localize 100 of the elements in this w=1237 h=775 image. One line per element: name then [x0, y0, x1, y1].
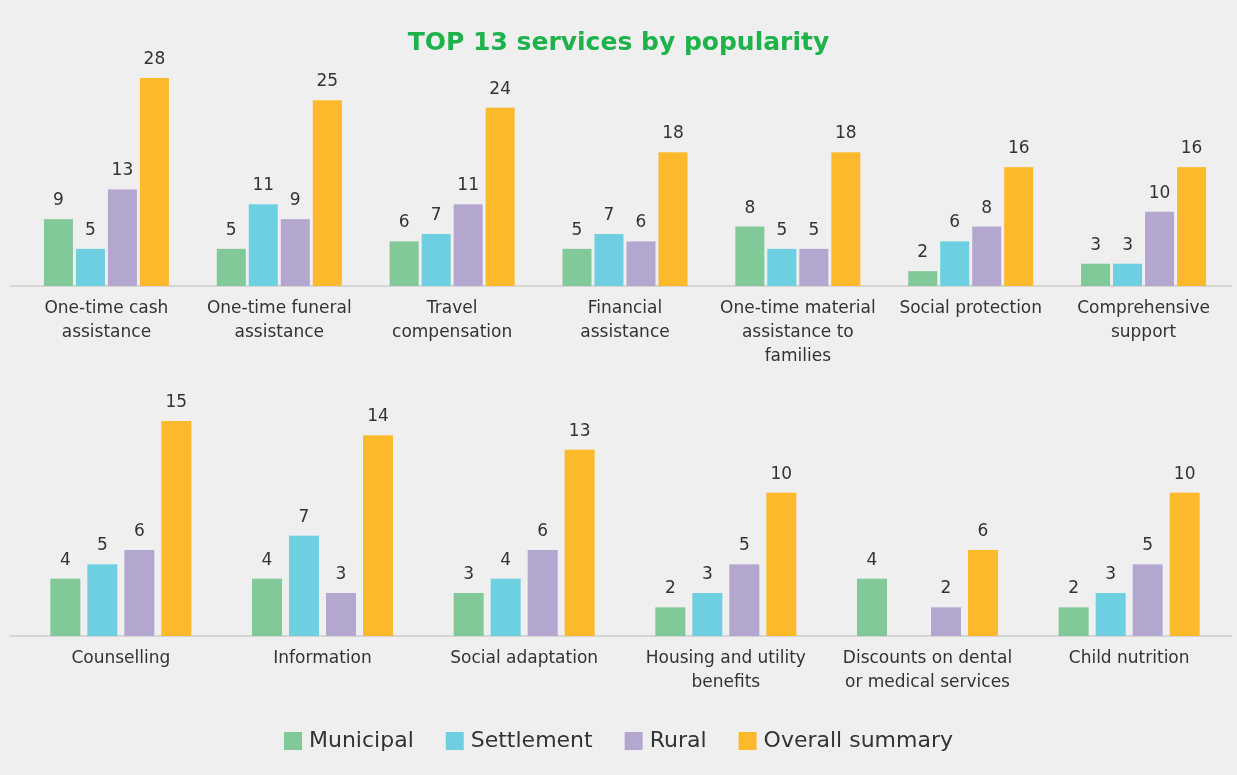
data-label: 5: [96, 534, 108, 555]
bar: [767, 248, 797, 286]
bar: [216, 248, 246, 286]
data-label: 14: [367, 405, 389, 426]
bar: [594, 234, 624, 286]
legend-label: Settlement: [470, 727, 594, 752]
x-tick-label: Social adaptation: [450, 647, 599, 667]
data-label: 6: [635, 211, 647, 232]
bar: [564, 449, 595, 636]
data-label: 6: [977, 520, 989, 540]
bar: [562, 248, 592, 286]
bar: [655, 607, 686, 636]
bar: [972, 226, 1002, 286]
bar: [908, 271, 938, 286]
data-label: 7: [298, 505, 310, 526]
bar: [692, 593, 723, 636]
bar: [139, 78, 169, 286]
data-label: 10: [1173, 462, 1196, 483]
data-label: 3: [1105, 563, 1117, 583]
data-label: 3: [335, 563, 347, 583]
data-label: 2: [940, 577, 952, 598]
bar: [940, 241, 970, 286]
data-label: 4: [500, 548, 512, 569]
data-label: 18: [835, 122, 857, 143]
data-label: 6: [398, 211, 410, 232]
data-label: 6: [537, 520, 549, 540]
bar: [1132, 564, 1163, 636]
data-label: 3: [1090, 233, 1101, 254]
data-label: 18: [662, 122, 684, 143]
bar: [527, 550, 558, 636]
bar: [248, 204, 278, 286]
data-label: 9: [289, 189, 301, 210]
data-label: 5: [1142, 534, 1154, 555]
bar: [124, 550, 155, 636]
bar: [1177, 167, 1207, 286]
x-tick-label: Financial assistance: [580, 297, 670, 341]
x-tick-label: One-time cash assistance: [44, 297, 169, 341]
bar: [1113, 263, 1143, 286]
bar: [1169, 492, 1200, 636]
data-label: 6: [133, 520, 145, 540]
bar: [161, 421, 192, 636]
data-label: 13: [111, 159, 134, 180]
data-label: 3: [1122, 233, 1133, 254]
data-label: 3: [463, 563, 475, 583]
bar: [1058, 607, 1089, 636]
bar: [453, 204, 483, 286]
data-label: 16: [1007, 137, 1030, 158]
bar: [1004, 167, 1034, 286]
data-label: 24: [489, 77, 511, 98]
data-label: 3: [701, 563, 713, 583]
chart-title: TOP 13 services by popularity: [407, 27, 830, 56]
bar: [831, 152, 861, 286]
data-label: 10: [1148, 181, 1171, 202]
bar: [1081, 263, 1111, 286]
data-label: 8: [981, 196, 993, 217]
bar: [312, 100, 342, 286]
bar: [326, 593, 356, 636]
data-label: 8: [744, 196, 756, 217]
bar: [1145, 211, 1175, 286]
bar: [490, 578, 521, 636]
bar: [50, 578, 81, 636]
bar: [729, 564, 760, 636]
x-tick-label: Housing and utility benefits: [645, 647, 806, 691]
data-label: 11: [252, 174, 275, 195]
data-label: 15: [165, 391, 188, 411]
bar: [766, 492, 797, 636]
bar: [389, 241, 419, 286]
bar: [363, 435, 393, 636]
data-label: 5: [776, 218, 788, 239]
x-tick-label: Social protection: [899, 297, 1043, 317]
x-tick-label: Travel compensation: [392, 297, 513, 341]
x-tick-label: Child nutrition: [1068, 647, 1190, 667]
bar: [799, 248, 829, 286]
data-label: 25: [316, 70, 339, 91]
data-label: 13: [568, 419, 591, 440]
x-tick-label: One-time material assistance to families: [720, 297, 876, 365]
data-label: 7: [603, 204, 615, 224]
legend-label: Overall summary: [763, 727, 954, 752]
data-label: 4: [261, 548, 273, 569]
data-label: 9: [53, 189, 64, 210]
legend-label: Municipal: [308, 727, 414, 752]
data-label: 10: [770, 462, 793, 483]
x-tick-label: Discounts on dental or medical services: [842, 647, 1013, 691]
bar: [421, 234, 451, 286]
data-label: 5: [85, 218, 96, 239]
bar: [485, 107, 515, 286]
data-label: 11: [457, 174, 479, 195]
bar: [931, 607, 961, 636]
data-label: 16: [1180, 137, 1203, 158]
data-label: 2: [1068, 577, 1080, 598]
bar: [735, 226, 765, 286]
data-label: 5: [738, 534, 750, 555]
bar: [626, 241, 656, 286]
data-label: 4: [866, 548, 878, 569]
data-label: 5: [225, 218, 237, 239]
bar: [43, 219, 73, 286]
bar: [75, 248, 105, 286]
bar: [857, 578, 887, 636]
bar: [87, 564, 118, 636]
data-label: 2: [664, 577, 676, 598]
